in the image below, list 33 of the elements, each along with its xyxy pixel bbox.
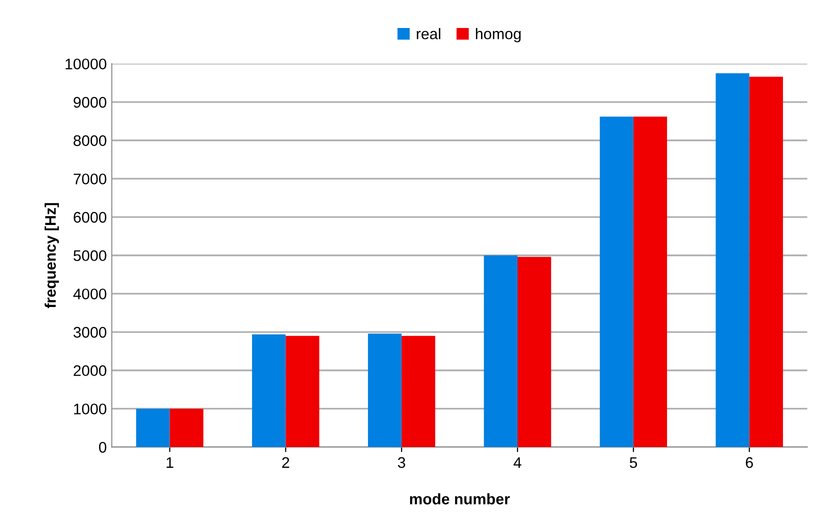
legend-label: homog bbox=[476, 28, 521, 42]
legend-label: real bbox=[416, 28, 440, 40]
y-tick-label: 9000 bbox=[74, 96, 106, 108]
y-tick-label: 10000 bbox=[66, 58, 106, 70]
y-tick-label: 6000 bbox=[74, 212, 106, 223]
y-tick-label: 4000 bbox=[73, 288, 106, 300]
x-tick-label: 5 bbox=[630, 457, 638, 468]
bar bbox=[749, 76, 783, 448]
y-tick-label: 0 bbox=[99, 442, 106, 453]
x-tick-label: 4 bbox=[514, 457, 522, 468]
bar bbox=[286, 336, 320, 448]
x-tick-label: 1 bbox=[166, 457, 174, 468]
x-tick-label: 3 bbox=[398, 457, 406, 468]
x-tick-label: 6 bbox=[746, 457, 753, 468]
bar bbox=[136, 408, 170, 448]
bar bbox=[518, 256, 552, 448]
y-tick-label: 2000 bbox=[74, 365, 106, 376]
x-tick-label: 2 bbox=[282, 457, 290, 468]
y-tick-label: 7000 bbox=[74, 174, 106, 184]
bar bbox=[484, 255, 518, 448]
bar bbox=[170, 408, 204, 448]
bar bbox=[633, 116, 668, 448]
bar bbox=[252, 334, 286, 448]
y-tick-label: 8000 bbox=[74, 135, 106, 146]
bar bbox=[368, 334, 402, 448]
y-tick-label: 1000 bbox=[74, 404, 106, 414]
x-axis-title: mode number bbox=[410, 493, 510, 504]
y-axis-title: frequency [Hz] bbox=[44, 203, 59, 308]
y-tick-label: 3000 bbox=[74, 326, 106, 338]
bar bbox=[402, 336, 436, 448]
bar bbox=[716, 73, 750, 448]
bar bbox=[600, 116, 634, 448]
y-tick-label: 5000 bbox=[74, 250, 106, 262]
